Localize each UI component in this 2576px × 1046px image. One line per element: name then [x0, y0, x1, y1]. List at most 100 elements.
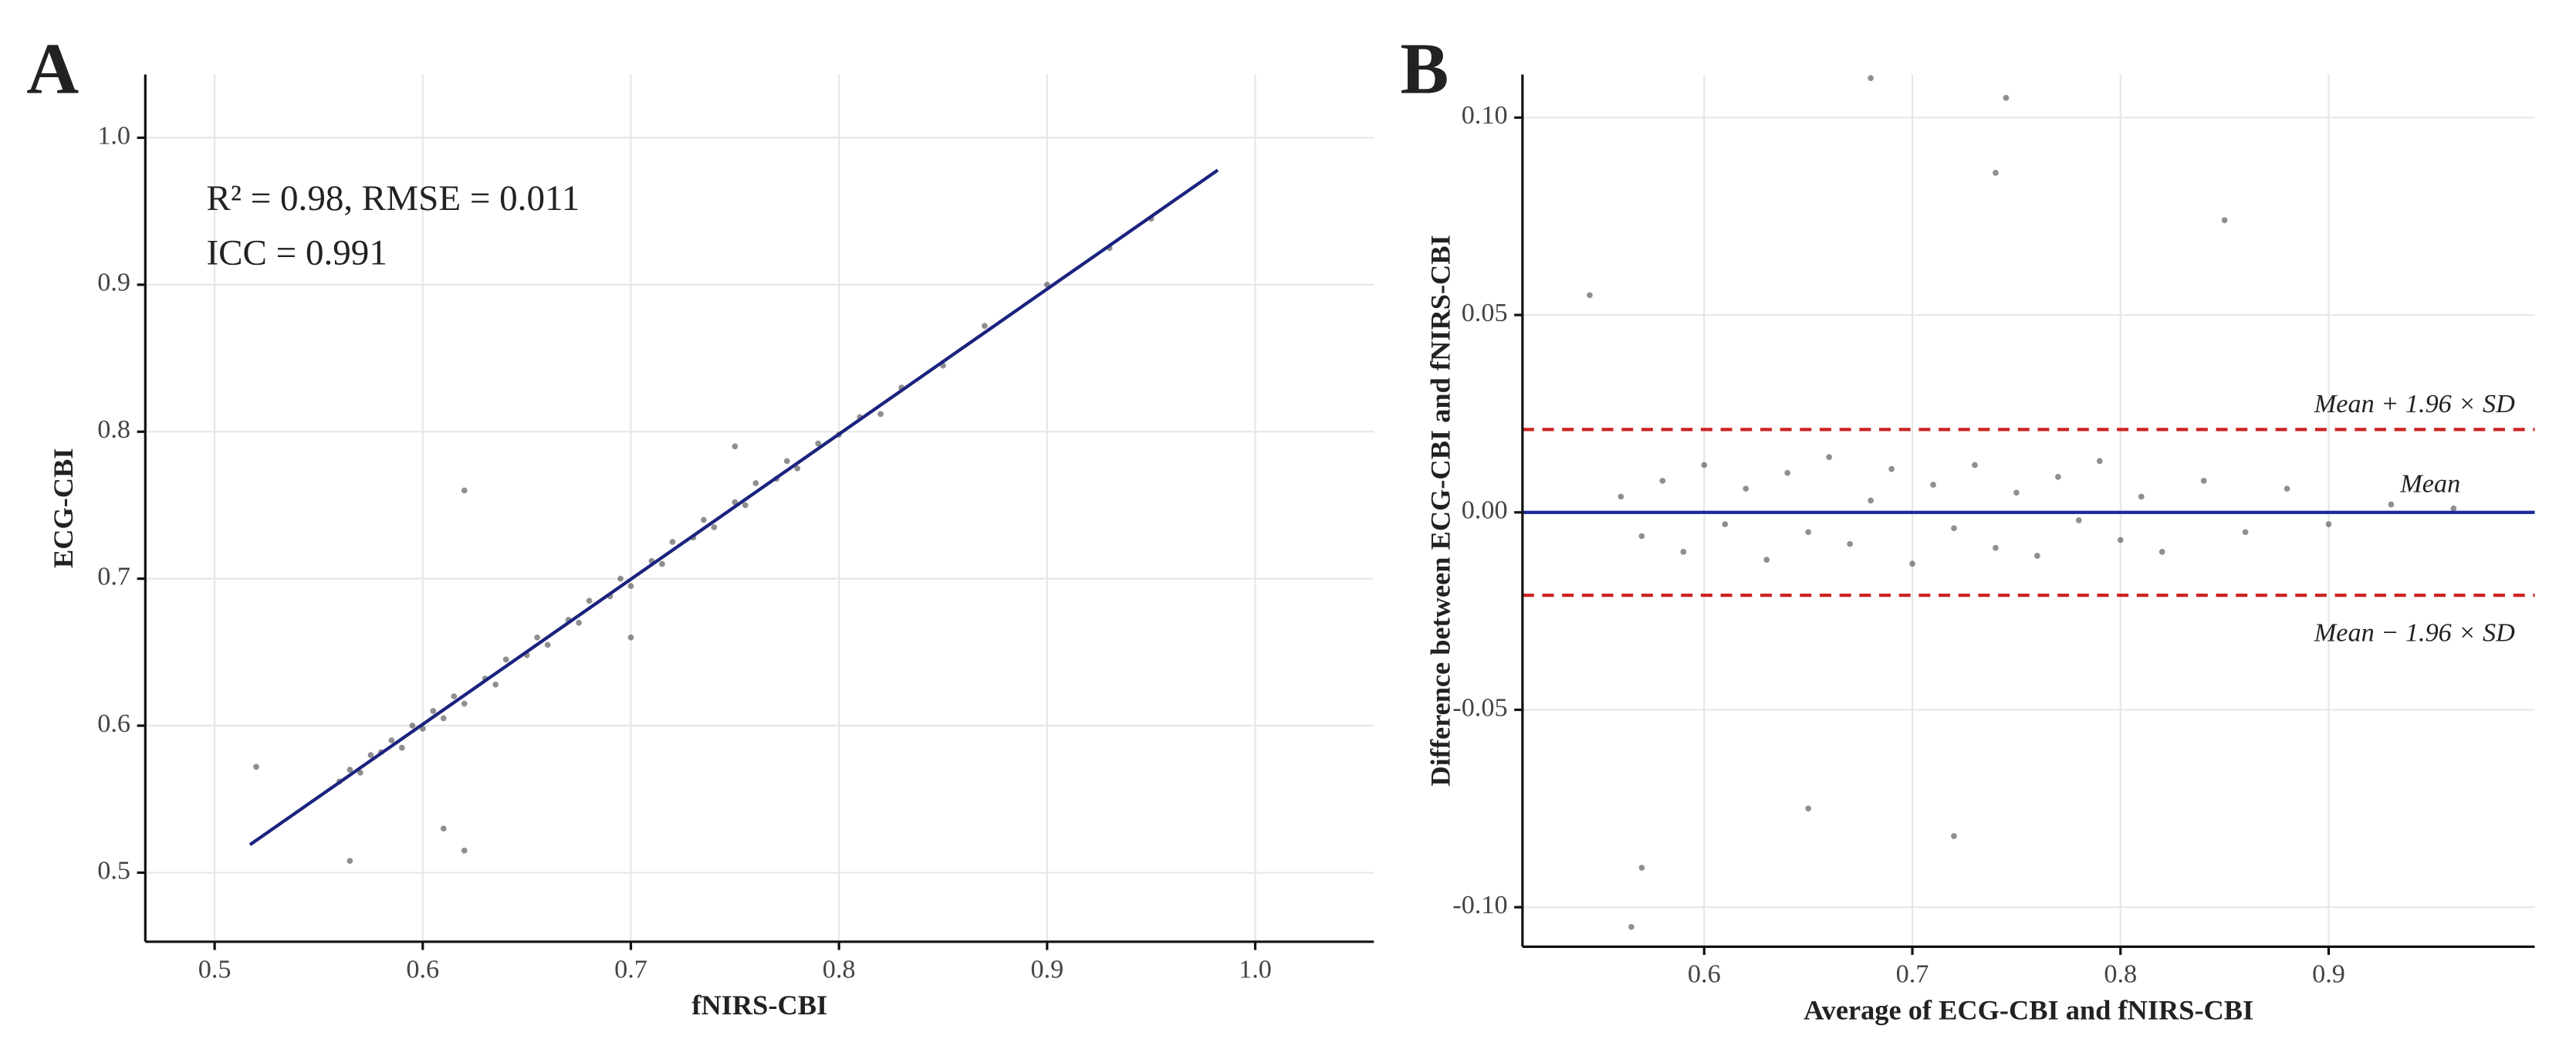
- point: [1951, 833, 1957, 839]
- point: [1659, 477, 1666, 484]
- point: [669, 539, 676, 545]
- x-tick-label: 0.5: [198, 954, 232, 983]
- y-tick-label: -0.10: [1452, 890, 1507, 919]
- point: [742, 502, 749, 509]
- point: [461, 487, 468, 494]
- point: [2242, 529, 2249, 536]
- x-tick-label: 0.7: [1896, 960, 1929, 989]
- point: [1763, 557, 1770, 563]
- y-tick-label: 0.5: [97, 855, 130, 885]
- point: [1784, 469, 1791, 476]
- x-tick-label: 0.8: [2104, 960, 2137, 989]
- reference-label: Mean + 1.96 × SD: [2314, 389, 2515, 418]
- point: [1826, 454, 1832, 461]
- x-axis-title: fNIRS-CBI: [691, 990, 827, 1021]
- point: [2284, 486, 2290, 492]
- point: [1972, 462, 1978, 469]
- point: [2200, 477, 2207, 484]
- point: [1847, 540, 1853, 547]
- reference-label: Mean − 1.96 × SD: [2314, 618, 2515, 647]
- x-tick-label: 0.7: [614, 954, 647, 983]
- x-axis-title: Average of ECG-CBI and fNIRS-CBI: [1804, 994, 2253, 1025]
- y-tick-label: 0.8: [97, 415, 130, 444]
- point: [347, 858, 353, 865]
- y-tick-label: -0.05: [1452, 692, 1507, 722]
- point: [659, 560, 665, 567]
- point: [357, 770, 363, 776]
- x-tick-label: 0.6: [1688, 960, 1721, 989]
- y-axis-title: Difference between ECG-CBI and fNIRS-CBI: [1425, 235, 1455, 786]
- y-tick-label: 1.0: [97, 120, 130, 150]
- point: [1868, 497, 1874, 504]
- point: [2054, 473, 2061, 480]
- point: [2158, 549, 2165, 555]
- point: [461, 700, 468, 707]
- point: [1587, 292, 1593, 299]
- point: [253, 763, 259, 770]
- point: [783, 458, 790, 465]
- point: [2450, 505, 2457, 512]
- point: [1628, 923, 1635, 930]
- point: [1743, 486, 1749, 492]
- point: [492, 681, 499, 688]
- x-tick-label: 0.9: [2312, 960, 2345, 989]
- point: [1993, 544, 1999, 551]
- y-tick-label: 0.10: [1462, 100, 1508, 130]
- point: [388, 737, 395, 743]
- x-tick-label: 0.9: [1030, 954, 1063, 983]
- plot-background: [145, 74, 1374, 942]
- point: [627, 634, 634, 641]
- point: [815, 440, 822, 447]
- y-axis-title: ECG-CBI: [48, 448, 79, 568]
- point: [1638, 533, 1645, 540]
- point: [1930, 482, 1936, 488]
- y-tick-label: 0.7: [97, 561, 130, 591]
- point: [2117, 537, 2124, 543]
- point: [502, 656, 509, 663]
- panel-label: A: [26, 29, 79, 109]
- point: [732, 443, 739, 450]
- point: [2075, 517, 2082, 523]
- point: [1701, 462, 1708, 469]
- x-tick-label: 0.6: [406, 954, 439, 983]
- point: [752, 480, 759, 486]
- point: [451, 693, 458, 699]
- point: [1909, 560, 1915, 567]
- point: [2221, 217, 2228, 224]
- point: [711, 524, 718, 530]
- point: [1805, 805, 1812, 812]
- panel-label: B: [1401, 29, 1449, 109]
- point: [794, 465, 801, 472]
- point: [2325, 521, 2332, 527]
- x-tick-label: 0.8: [823, 954, 856, 983]
- point: [617, 575, 624, 582]
- point: [461, 848, 468, 854]
- plot-background: [1522, 74, 2535, 947]
- point: [1993, 170, 1999, 176]
- point: [2034, 553, 2040, 559]
- point: [2138, 493, 2145, 500]
- point: [1680, 549, 1687, 555]
- point: [367, 752, 374, 758]
- point: [440, 825, 447, 832]
- point: [1951, 525, 1957, 532]
- point: [544, 641, 551, 648]
- fit-line: [248, 168, 1219, 847]
- point: [1722, 521, 1729, 527]
- annotation: ICC = 0.991: [206, 233, 387, 273]
- point: [440, 715, 447, 722]
- y-tick-label: 0.00: [1462, 496, 1508, 525]
- point: [627, 583, 634, 590]
- point: [1868, 75, 1874, 82]
- point: [1805, 529, 1812, 536]
- y-tick-label: 0.6: [97, 709, 130, 738]
- point: [1638, 865, 1645, 871]
- point: [586, 597, 593, 604]
- point: [409, 723, 416, 729]
- point: [2388, 501, 2395, 508]
- point: [534, 634, 540, 641]
- y-tick-label: 0.9: [97, 268, 130, 297]
- point: [430, 708, 437, 714]
